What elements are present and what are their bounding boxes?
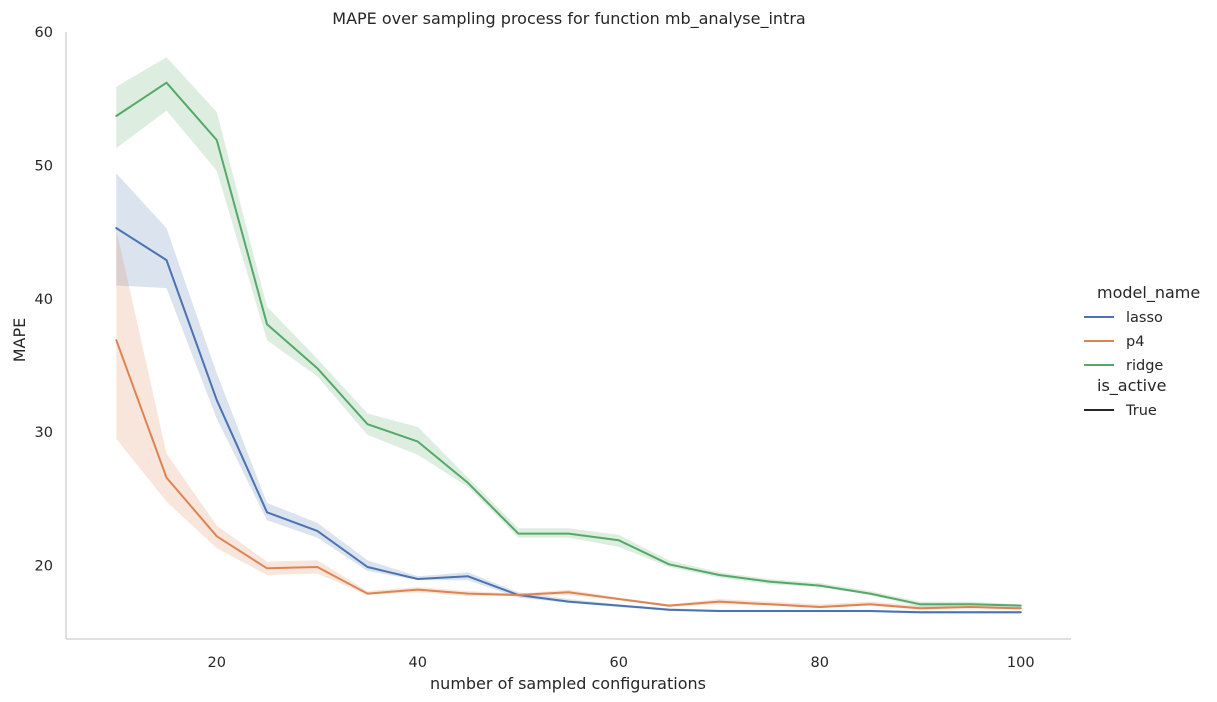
legend-hue-title: model_name [1097,283,1200,303]
legend-label-p4: p4 [1126,334,1144,350]
x-tick-label: 100 [1007,655,1035,671]
x-axis-ticks: 20 40 60 80 100 [208,655,1035,671]
legend-hue-entries: lasso p4 ridge [1084,310,1163,374]
y-axis-label: MAPE [10,318,29,363]
x-axis-label: number of sampled configurations [430,674,706,693]
chart-title: MAPE over sampling process for function … [332,9,805,29]
legend-label-ridge: ridge [1126,358,1163,374]
series-line-p4 [115,339,1022,610]
x-tick-label: 40 [409,655,427,671]
y-tick-label: 20 [35,559,53,575]
legend-style-title: is_active [1097,376,1166,396]
x-tick-label: 60 [610,655,628,671]
y-tick-label: 30 [35,425,53,441]
series-lines [115,81,1022,614]
y-tick-label: 60 [35,25,53,41]
x-tick-label: 20 [208,655,226,671]
series-line-lasso [115,227,1022,614]
confidence-band-lasso [116,173,1021,614]
legend-label-lasso: lasso [1126,310,1163,326]
y-tick-label: 50 [35,158,53,174]
confidence-bands [116,57,1021,614]
confidence-band-ridge [116,57,1021,609]
y-axis-ticks: 20 30 40 50 60 [35,25,53,575]
legend: model_name lasso p4 ridge is_active True [1084,283,1200,419]
x-tick-label: 80 [811,655,829,671]
legend-label-style: True [1125,403,1157,419]
y-tick-label: 40 [35,292,53,308]
legend-style-entries: True [1084,403,1157,419]
series-line-ridge [115,81,1022,607]
